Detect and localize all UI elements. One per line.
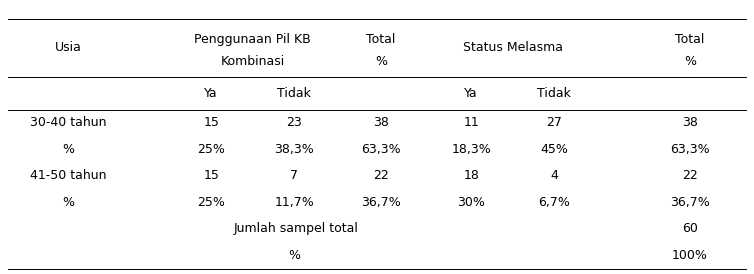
- Text: 36,7%: 36,7%: [361, 196, 400, 209]
- Text: Ya: Ya: [204, 87, 218, 100]
- Text: %: %: [375, 55, 387, 68]
- Text: 63,3%: 63,3%: [670, 143, 710, 156]
- Text: Penggunaan Pil KB: Penggunaan Pil KB: [195, 33, 311, 46]
- Text: 11,7%: 11,7%: [274, 196, 314, 209]
- Text: 30%: 30%: [458, 196, 485, 209]
- Text: %: %: [684, 55, 696, 68]
- Text: Usia: Usia: [54, 41, 81, 55]
- Text: 63,3%: 63,3%: [361, 143, 400, 156]
- Text: 38,3%: 38,3%: [274, 143, 314, 156]
- Text: 45%: 45%: [541, 143, 568, 156]
- Text: 25%: 25%: [198, 143, 225, 156]
- Text: Status Melasma: Status Melasma: [463, 41, 562, 55]
- Text: 11: 11: [464, 116, 479, 129]
- Text: 41-50 tahun: 41-50 tahun: [29, 169, 106, 182]
- Text: 36,7%: 36,7%: [670, 196, 710, 209]
- Text: Total: Total: [676, 33, 704, 46]
- Text: 15: 15: [203, 169, 219, 182]
- Text: 4: 4: [550, 169, 558, 182]
- Text: Tidak: Tidak: [538, 87, 571, 100]
- Text: 38: 38: [372, 116, 389, 129]
- Text: %: %: [62, 196, 74, 209]
- Text: 25%: 25%: [198, 196, 225, 209]
- Text: 30-40 tahun: 30-40 tahun: [29, 116, 106, 129]
- Text: 38: 38: [682, 116, 698, 129]
- Text: 6,7%: 6,7%: [538, 196, 570, 209]
- Text: 22: 22: [373, 169, 388, 182]
- Text: Ya: Ya: [464, 87, 478, 100]
- Text: 22: 22: [682, 169, 697, 182]
- Text: Kombinasi: Kombinasi: [220, 55, 285, 68]
- Text: 15: 15: [203, 116, 219, 129]
- Text: Tidak: Tidak: [277, 87, 311, 100]
- Text: 100%: 100%: [672, 249, 708, 262]
- Text: 18,3%: 18,3%: [452, 143, 491, 156]
- Text: 27: 27: [546, 116, 562, 129]
- Text: %: %: [62, 143, 74, 156]
- Text: %: %: [288, 249, 300, 262]
- Text: 18: 18: [463, 169, 480, 182]
- Text: 60: 60: [682, 222, 698, 235]
- Text: 23: 23: [287, 116, 302, 129]
- Text: 7: 7: [290, 169, 298, 182]
- Text: Total: Total: [366, 33, 395, 46]
- Text: Jumlah sampel total: Jumlah sampel total: [234, 222, 358, 235]
